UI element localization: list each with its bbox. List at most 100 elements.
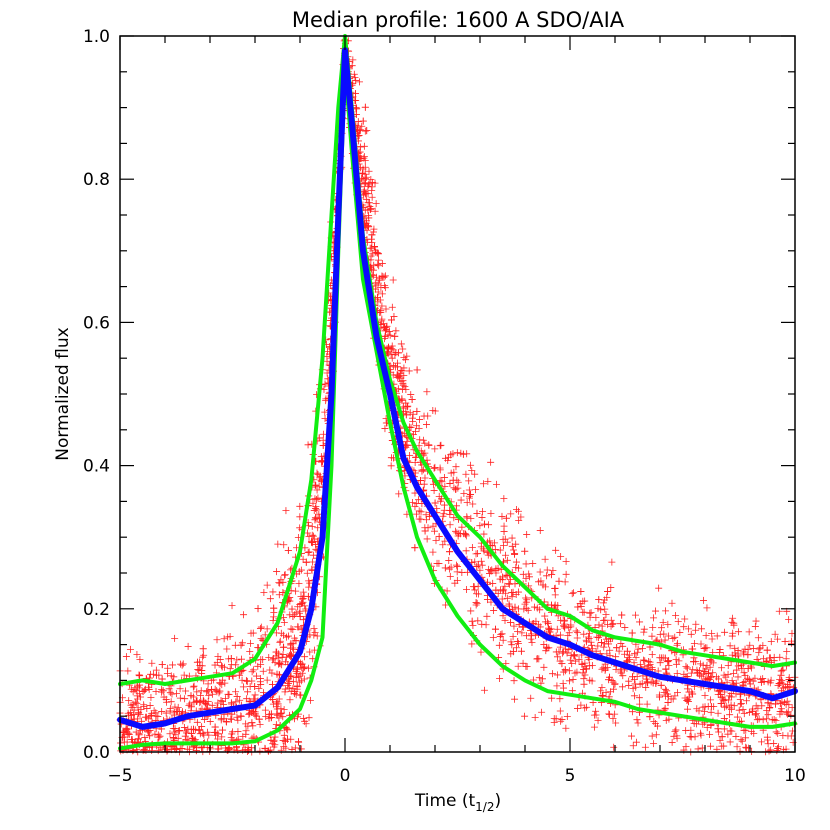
scatter-point (317, 453, 325, 461)
scatter-point (642, 675, 650, 683)
scatter-point (221, 695, 229, 703)
scatter-point (515, 517, 523, 525)
scatter-point (568, 660, 576, 668)
scatter-point (690, 639, 698, 647)
scatter-point (458, 523, 466, 531)
scatter-point (500, 586, 508, 594)
scatter-point (447, 469, 455, 477)
scatter-point (198, 667, 206, 675)
scatter-point (416, 416, 424, 424)
scatter-point (430, 464, 438, 472)
scatter-point (350, 70, 358, 78)
scatter-point (312, 495, 320, 503)
scatter-point (612, 665, 620, 673)
scatter-point (198, 662, 206, 670)
scatter-point (525, 573, 533, 581)
scatter-point (510, 622, 518, 630)
scatter-point (741, 677, 749, 685)
scatter-point (672, 726, 680, 734)
scatter-point (477, 648, 485, 656)
scatter-point (559, 679, 567, 687)
scatter-point (265, 714, 273, 722)
scatter-point (558, 716, 566, 724)
scatter-point (148, 747, 156, 755)
scatter-point (181, 732, 189, 740)
scatter-point (305, 714, 313, 722)
scatter-point (167, 698, 175, 706)
scatter-point (673, 669, 681, 677)
scatter-point (521, 600, 529, 608)
scatter-point (692, 626, 700, 634)
scatter-point (509, 588, 517, 596)
scatter-point (163, 670, 171, 678)
scatter-point (472, 486, 480, 494)
scatter-point (206, 718, 214, 726)
scatter-point (177, 660, 185, 668)
scatter-point (560, 684, 568, 692)
scatter-point (511, 549, 519, 557)
series-line-median (117, 47, 798, 730)
scatter-point (352, 103, 360, 111)
scatter-point (227, 715, 235, 723)
scatter-point (210, 728, 218, 736)
scatter-point (297, 661, 305, 669)
scatter-point (218, 697, 226, 705)
scatter-point (650, 740, 658, 748)
scatter-point (133, 651, 141, 659)
scatter-point (624, 653, 632, 661)
scatter-point (156, 732, 164, 740)
scatter-point (776, 675, 784, 683)
scatter-point (481, 520, 489, 528)
scatter-point (683, 664, 691, 672)
scatter-point (561, 645, 569, 653)
scatter-point (211, 661, 219, 669)
scatter-point (510, 677, 518, 685)
scatter-point (511, 603, 519, 611)
scatter-point (764, 740, 772, 748)
scatter-point (744, 651, 752, 659)
scatter-point (763, 707, 771, 715)
scatter-point (603, 593, 611, 601)
scatter-point (458, 569, 466, 577)
scatter-point (619, 642, 627, 650)
scatter-point (497, 631, 505, 639)
scatter-point (508, 593, 516, 601)
scatter-point (634, 648, 642, 656)
scatter-point (507, 618, 515, 626)
scatter-point (700, 645, 708, 653)
scatter-point (505, 580, 513, 588)
scatter-point (393, 371, 401, 379)
scatter-point (773, 635, 781, 643)
scatter-point (713, 632, 721, 640)
scatter-point (447, 563, 455, 571)
scatter-point (365, 167, 373, 175)
scatter-point (250, 707, 258, 715)
scatter-point (394, 363, 402, 371)
scatter-point (509, 633, 517, 641)
scatter-point (136, 655, 144, 663)
scatter-point (646, 661, 654, 669)
scatter-point (766, 703, 774, 711)
scatter-point (656, 659, 664, 667)
scatter-point (527, 635, 535, 643)
scatter-point (135, 730, 143, 738)
scatter-point (779, 684, 787, 692)
x-axis-label-subscript: 1/2 (475, 800, 494, 814)
scatter-point (291, 744, 299, 752)
scatter-point (260, 588, 268, 596)
scatter-point (733, 666, 741, 674)
scatter-point (730, 702, 738, 710)
scatter-point (619, 683, 627, 691)
scatter-point (203, 701, 211, 709)
scatter-point (496, 632, 504, 640)
scatter-point (122, 653, 130, 661)
scatter-point (562, 570, 570, 578)
scatter-point (778, 708, 786, 716)
scatter-point (724, 662, 732, 670)
scatter-point (435, 559, 443, 567)
scatter-point (767, 700, 775, 708)
scatter-point (540, 640, 548, 648)
scatter-point (270, 604, 278, 612)
scatter-point (384, 331, 392, 339)
